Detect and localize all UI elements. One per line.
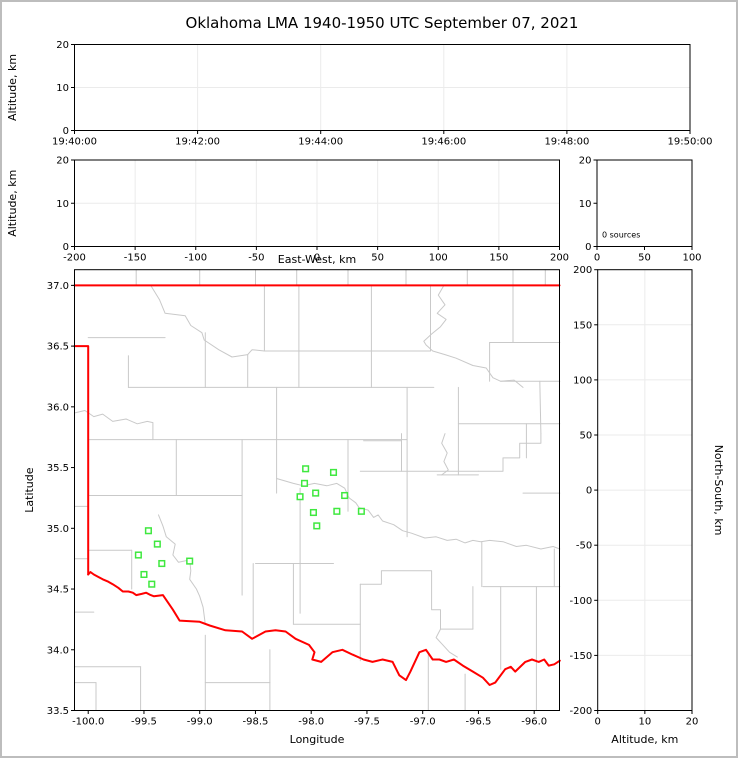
time-height-panel-ytick-label: 0 <box>63 126 69 137</box>
ns-height-ylabel-right: North-South, km <box>712 445 725 536</box>
page-title: Oklahoma LMA 1940-1950 UTC September 07,… <box>185 14 579 32</box>
map-panel-ytick-label: 33.5 <box>47 706 69 717</box>
county-boundary <box>435 628 458 658</box>
time-height-panel-xtick-label: 19:40:00 <box>52 137 97 148</box>
ew-height-panel-xtick-label: 200 <box>550 253 569 264</box>
map-panel-xtick-label: -97.5 <box>354 717 380 728</box>
ns-height-panel-ytick-label: 50 <box>579 431 592 442</box>
county-boundary <box>539 380 542 435</box>
source-count-annotation: 0 sources <box>602 231 640 240</box>
map-panel-xtick-label: -97.0 <box>410 717 436 728</box>
ew-height-panel-ytick-label: 10 <box>56 199 69 210</box>
ns-height-panel-ytick-label: 150 <box>573 320 592 331</box>
map-panel-ytick-label: 36.5 <box>47 342 69 353</box>
lma-station-marker <box>140 570 148 579</box>
lma-station-marker <box>134 551 142 559</box>
ew-height-panel-xtick-label: 100 <box>429 253 448 264</box>
map-panel-xtick-label: -100.0 <box>72 717 104 728</box>
ew-height-panel-xtick-label: -200 <box>63 253 86 264</box>
ns-height-panel-xtick-label: 20 <box>686 717 699 728</box>
county-boundary <box>359 570 441 630</box>
map-panel-xtick-label: -99.0 <box>187 717 213 728</box>
time-height-panel-xtick-label: 19:50:00 <box>668 137 713 148</box>
lma-station-marker <box>309 508 317 517</box>
lma-station-marker <box>148 580 156 588</box>
time-height-ylabel: Altitude, km <box>6 54 19 121</box>
county-boundary <box>150 284 265 358</box>
alt-histogram-panel-xtick-label: 100 <box>682 253 701 264</box>
ew-height-panel-ytick-label: 0 <box>63 242 69 253</box>
ns-height-panel-ytick-label: -200 <box>569 706 592 717</box>
map-panel-xtick-label: -98.5 <box>243 717 269 728</box>
map-panel-ytick-label: 36.0 <box>47 402 69 413</box>
map-panel-ytick-label: 35.0 <box>47 524 69 535</box>
oklahoma-state-border <box>87 571 561 686</box>
lma-station-marker <box>158 559 166 568</box>
time-height-panel-ytick-label: 20 <box>56 40 69 51</box>
map-panel-xtick-label: -99.5 <box>131 717 157 728</box>
map-panel-ytick-label: 37.0 <box>47 281 69 292</box>
ew-height-panel-ytick-label: 20 <box>56 156 69 167</box>
time-height-panel-ytick-label: 10 <box>56 83 69 94</box>
alt-histogram-panel-ytick-label: 0 <box>585 242 591 253</box>
lma-station-marker <box>153 540 161 548</box>
lma-station-marker <box>186 557 194 565</box>
ns-height-panel-xtick-label: 0 <box>595 717 601 728</box>
ew-height-panel-xtick-label: 50 <box>371 253 384 264</box>
alt-histogram-panel-xtick-label: 50 <box>638 253 651 264</box>
lma-station-marker <box>329 468 338 476</box>
lma-station-marker <box>302 465 310 473</box>
ns-height-panel-ytick-label: -50 <box>576 541 592 552</box>
map-panel-xtick-label: -96.5 <box>466 717 492 728</box>
lma-station-marker <box>312 489 320 497</box>
map-xlabel: Longitude <box>290 733 345 746</box>
ew-height-panel-xtick-label: 150 <box>489 253 508 264</box>
oklahoma-state-border <box>73 345 90 576</box>
time-height-panel-xtick-label: 19:48:00 <box>544 137 589 148</box>
map-panel-frame <box>74 269 560 711</box>
lma-station-marker <box>333 507 341 515</box>
map-panel-ytick-label: 35.5 <box>47 463 69 474</box>
lma-station-marker <box>357 507 365 515</box>
ns-height-panel-ytick-label: 200 <box>573 265 592 276</box>
ew-height-xlabel: East-West, km <box>278 253 356 266</box>
map-ylabel: Latitude <box>23 467 36 513</box>
ns-height-panel-ytick-label: 100 <box>573 375 592 386</box>
ew-height-panel-xtick-label: 0 <box>314 253 320 264</box>
time-height-panel-xtick-label: 19:46:00 <box>421 137 466 148</box>
time-height-panel-xtick-label: 19:42:00 <box>175 137 220 148</box>
map-panel-ytick-label: 34.5 <box>47 585 69 596</box>
county-boundary <box>441 433 449 476</box>
lma-station-marker <box>341 491 349 500</box>
county-boundary <box>158 514 206 625</box>
ns-height-panel-ytick-label: -100 <box>569 596 592 607</box>
county-boundary <box>276 478 561 550</box>
lma-station-marker <box>313 522 321 530</box>
ew-height-panel-xtick-label: -100 <box>184 253 207 264</box>
lma-station-marker <box>300 479 309 487</box>
map-panel-xtick-label: -96.0 <box>521 717 547 728</box>
lma-station-marker <box>296 493 304 501</box>
map-panel-xtick-label: -98.0 <box>298 717 324 728</box>
ew-height-ylabel: Altitude, km <box>6 170 19 237</box>
map-panel-ytick-label: 34.0 <box>47 645 69 656</box>
alt-histogram-panel-ytick-label: 20 <box>579 156 592 167</box>
county-boundary <box>74 410 154 441</box>
ns-height-panel-xtick-label: 10 <box>638 717 651 728</box>
county-boundary <box>477 433 542 472</box>
ns-height-panel-ytick-label: -150 <box>569 651 592 662</box>
time-height-panel-xtick-label: 19:44:00 <box>298 137 343 148</box>
ew-height-panel-xtick-label: -150 <box>124 253 147 264</box>
county-boundary <box>423 284 524 388</box>
alt-histogram-panel-ytick-label: 10 <box>579 199 592 210</box>
ns-height-xlabel: Altitude, km <box>611 733 678 746</box>
alt-histogram-panel-xtick-label: 0 <box>594 253 600 264</box>
ew-height-panel-xtick-label: -50 <box>248 253 264 264</box>
lma-station-marker <box>144 527 152 535</box>
ns-height-panel-ytick-label: 0 <box>586 486 592 497</box>
